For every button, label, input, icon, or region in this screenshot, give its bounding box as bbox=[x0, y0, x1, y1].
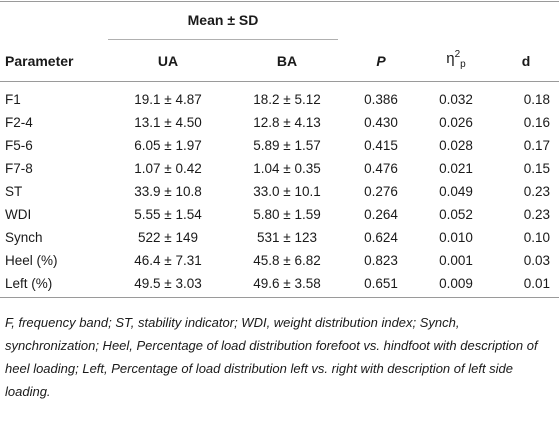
d-column-header: d bbox=[521, 53, 531, 69]
ba-cell: 12.8 ± 4.13 bbox=[253, 115, 321, 130]
ba-cell: 5.89 ± 1.57 bbox=[253, 138, 321, 153]
ua-cell: 13.1 ± 4.50 bbox=[134, 115, 202, 130]
d-cell: 0.23 bbox=[523, 184, 550, 199]
ba-cell: 5.80 ± 1.59 bbox=[253, 207, 321, 222]
eta-squared-column-header: η2p bbox=[416, 49, 496, 70]
d-cell: 0.23 bbox=[523, 207, 550, 222]
parameter-cell: ST bbox=[5, 184, 23, 199]
p-cell: 0.476 bbox=[364, 161, 398, 176]
ua-cell: 522 ± 149 bbox=[138, 230, 198, 245]
parameter-column-header: Parameter bbox=[5, 53, 74, 69]
p-cell: 0.264 bbox=[364, 207, 398, 222]
parameter-cell: Synch bbox=[5, 230, 43, 245]
eta-cell: 0.026 bbox=[439, 115, 473, 130]
table-row: F2-4 13.1 ± 4.50 12.8 ± 4.13 0.430 0.026… bbox=[0, 113, 559, 136]
table-footnote: F, frequency band; ST, stability indicat… bbox=[5, 315, 538, 399]
mean-sd-group-header: Mean ± SD bbox=[187, 12, 259, 28]
ba-cell: 45.8 ± 6.82 bbox=[253, 253, 321, 268]
d-cell: 0.17 bbox=[523, 138, 550, 153]
table-row: F1 19.1 ± 4.87 18.2 ± 5.12 0.386 0.032 0… bbox=[0, 90, 559, 113]
ua-column-header: UA bbox=[157, 53, 179, 69]
eta-cell: 0.021 bbox=[439, 161, 473, 176]
d-cell: 0.15 bbox=[523, 161, 550, 176]
eta-cell: 0.028 bbox=[439, 138, 473, 153]
parameter-cell: Heel (%) bbox=[5, 253, 58, 268]
ba-cell: 49.6 ± 3.58 bbox=[253, 276, 321, 291]
p-cell: 0.386 bbox=[364, 92, 398, 107]
header-bottom-rule bbox=[0, 81, 559, 82]
group-header-rule bbox=[108, 39, 338, 40]
p-cell: 0.823 bbox=[364, 253, 398, 268]
d-cell: 0.16 bbox=[523, 115, 550, 130]
ua-cell: 46.4 ± 7.31 bbox=[134, 253, 202, 268]
table-bottom-rule bbox=[0, 297, 559, 298]
parameter-cell: F5-6 bbox=[5, 138, 33, 153]
ba-cell: 33.0 ± 10.1 bbox=[253, 184, 321, 199]
parameter-cell: WDI bbox=[5, 207, 32, 222]
table-row: Heel (%) 46.4 ± 7.31 45.8 ± 6.82 0.823 0… bbox=[0, 251, 559, 274]
ua-cell: 33.9 ± 10.8 bbox=[134, 184, 202, 199]
d-cell: 0.10 bbox=[523, 230, 550, 245]
p-cell: 0.276 bbox=[364, 184, 398, 199]
eta-cell: 0.009 bbox=[439, 276, 473, 291]
ua-cell: 6.05 ± 1.97 bbox=[134, 138, 202, 153]
ba-cell: 1.04 ± 0.35 bbox=[253, 161, 321, 176]
table-row: F7-8 1.07 ± 0.42 1.04 ± 0.35 0.476 0.021… bbox=[0, 159, 559, 182]
p-cell: 0.415 bbox=[364, 138, 398, 153]
d-cell: 0.18 bbox=[523, 92, 550, 107]
ua-cell: 49.5 ± 3.03 bbox=[134, 276, 202, 291]
eta-cell: 0.032 bbox=[439, 92, 473, 107]
eta-cell: 0.049 bbox=[439, 184, 473, 199]
parameter-cell: F1 bbox=[5, 92, 21, 107]
table-body: F1 19.1 ± 4.87 18.2 ± 5.12 0.386 0.032 0… bbox=[0, 90, 559, 297]
table-row: Synch 522 ± 149 531 ± 123 0.624 0.010 0.… bbox=[0, 228, 559, 251]
d-cell: 0.03 bbox=[523, 253, 550, 268]
parameter-cell: F2-4 bbox=[5, 115, 33, 130]
eta-cell: 0.052 bbox=[439, 207, 473, 222]
ba-column-header: BA bbox=[276, 53, 298, 69]
table-row: WDI 5.55 ± 1.54 5.80 ± 1.59 0.264 0.052 … bbox=[0, 205, 559, 228]
p-cell: 0.430 bbox=[364, 115, 398, 130]
ba-cell: 531 ± 123 bbox=[257, 230, 317, 245]
table-row: ST 33.9 ± 10.8 33.0 ± 10.1 0.276 0.049 0… bbox=[0, 182, 559, 205]
ua-cell: 19.1 ± 4.87 bbox=[134, 92, 202, 107]
p-cell: 0.651 bbox=[364, 276, 398, 291]
parameter-cell: Left (%) bbox=[5, 276, 53, 291]
ua-cell: 5.55 ± 1.54 bbox=[134, 207, 202, 222]
eta-symbol: η bbox=[446, 50, 455, 67]
table-top-rule bbox=[0, 1, 559, 2]
p-cell: 0.624 bbox=[364, 230, 398, 245]
ua-cell: 1.07 ± 0.42 bbox=[134, 161, 202, 176]
table-row: F5-6 6.05 ± 1.97 5.89 ± 1.57 0.415 0.028… bbox=[0, 136, 559, 159]
eta-subscript: p bbox=[460, 59, 466, 70]
d-cell: 0.01 bbox=[523, 276, 550, 291]
parameter-cell: F7-8 bbox=[5, 161, 33, 176]
eta-superscript: 2 bbox=[454, 49, 461, 60]
eta-cell: 0.001 bbox=[439, 253, 473, 268]
ba-cell: 18.2 ± 5.12 bbox=[253, 92, 321, 107]
table-row: Left (%) 49.5 ± 3.03 49.6 ± 3.58 0.651 0… bbox=[0, 274, 559, 297]
p-column-header: P bbox=[376, 53, 386, 69]
eta-cell: 0.010 bbox=[439, 230, 473, 245]
